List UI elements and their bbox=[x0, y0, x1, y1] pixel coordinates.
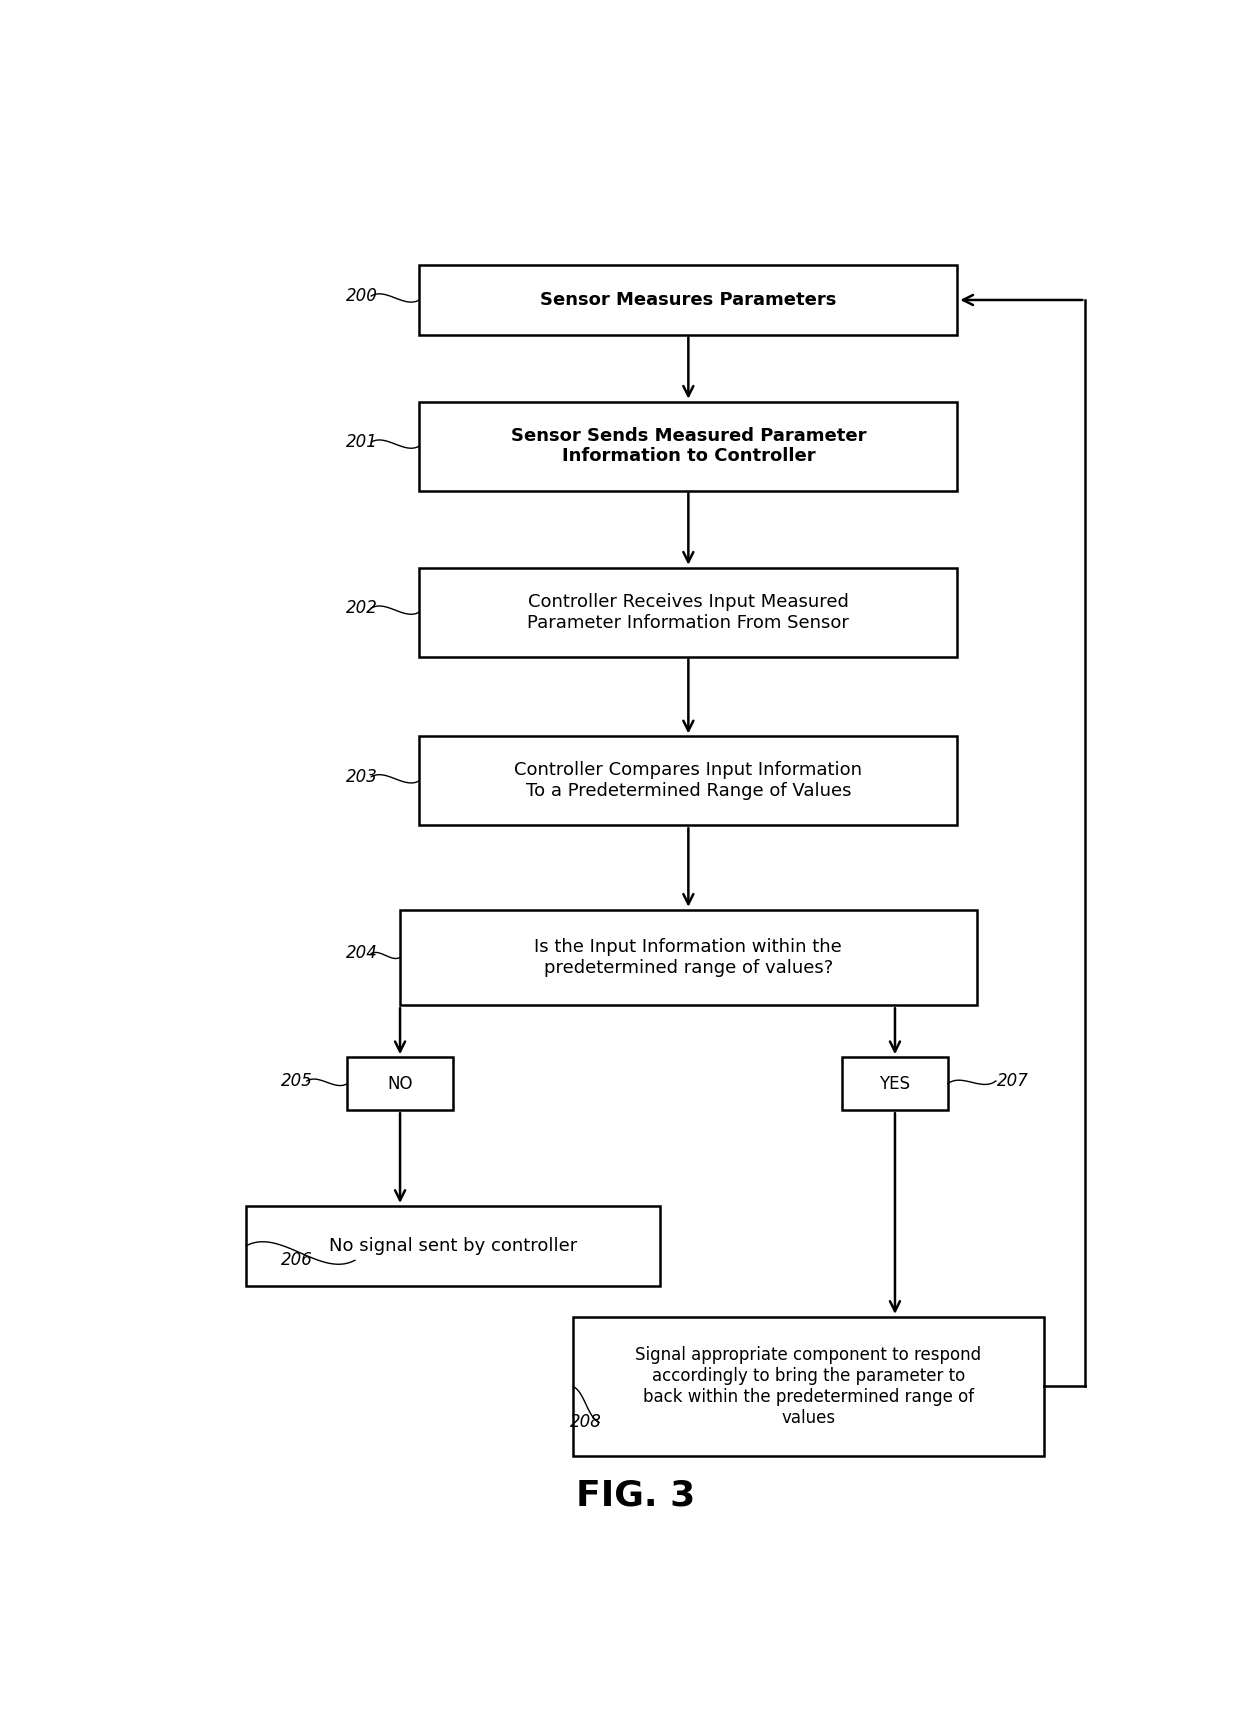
Bar bbox=[347, 1057, 453, 1111]
Bar bbox=[419, 266, 957, 335]
Text: 208: 208 bbox=[569, 1413, 601, 1432]
Bar bbox=[419, 737, 957, 825]
Text: 206: 206 bbox=[281, 1251, 314, 1270]
Text: 205: 205 bbox=[281, 1071, 314, 1090]
Text: Controller Receives Input Measured
Parameter Information From Sensor: Controller Receives Input Measured Param… bbox=[527, 593, 849, 631]
Text: Signal appropriate component to respond
accordingly to bring the parameter to
ba: Signal appropriate component to respond … bbox=[635, 1346, 982, 1427]
Bar bbox=[401, 909, 977, 1006]
Text: 200: 200 bbox=[346, 286, 377, 305]
Text: 203: 203 bbox=[346, 768, 377, 787]
Text: FIG. 3: FIG. 3 bbox=[575, 1478, 696, 1513]
Text: YES: YES bbox=[879, 1075, 910, 1092]
Text: 202: 202 bbox=[346, 599, 377, 618]
Text: Sensor Sends Measured Parameter
Information to Controller: Sensor Sends Measured Parameter Informat… bbox=[511, 426, 866, 466]
Text: 204: 204 bbox=[346, 945, 377, 963]
Text: Sensor Measures Parameters: Sensor Measures Parameters bbox=[541, 292, 837, 309]
Text: Controller Compares Input Information
To a Predetermined Range of Values: Controller Compares Input Information To… bbox=[515, 761, 862, 800]
Text: Is the Input Information within the
predetermined range of values?: Is the Input Information within the pred… bbox=[534, 938, 842, 976]
Text: 201: 201 bbox=[346, 433, 377, 452]
Bar bbox=[247, 1206, 660, 1285]
Bar bbox=[573, 1316, 1044, 1456]
Text: NO: NO bbox=[387, 1075, 413, 1092]
Bar bbox=[419, 568, 957, 657]
Bar bbox=[842, 1057, 947, 1111]
Text: No signal sent by controller: No signal sent by controller bbox=[329, 1237, 577, 1254]
Text: 207: 207 bbox=[997, 1071, 1029, 1090]
Bar bbox=[419, 402, 957, 490]
